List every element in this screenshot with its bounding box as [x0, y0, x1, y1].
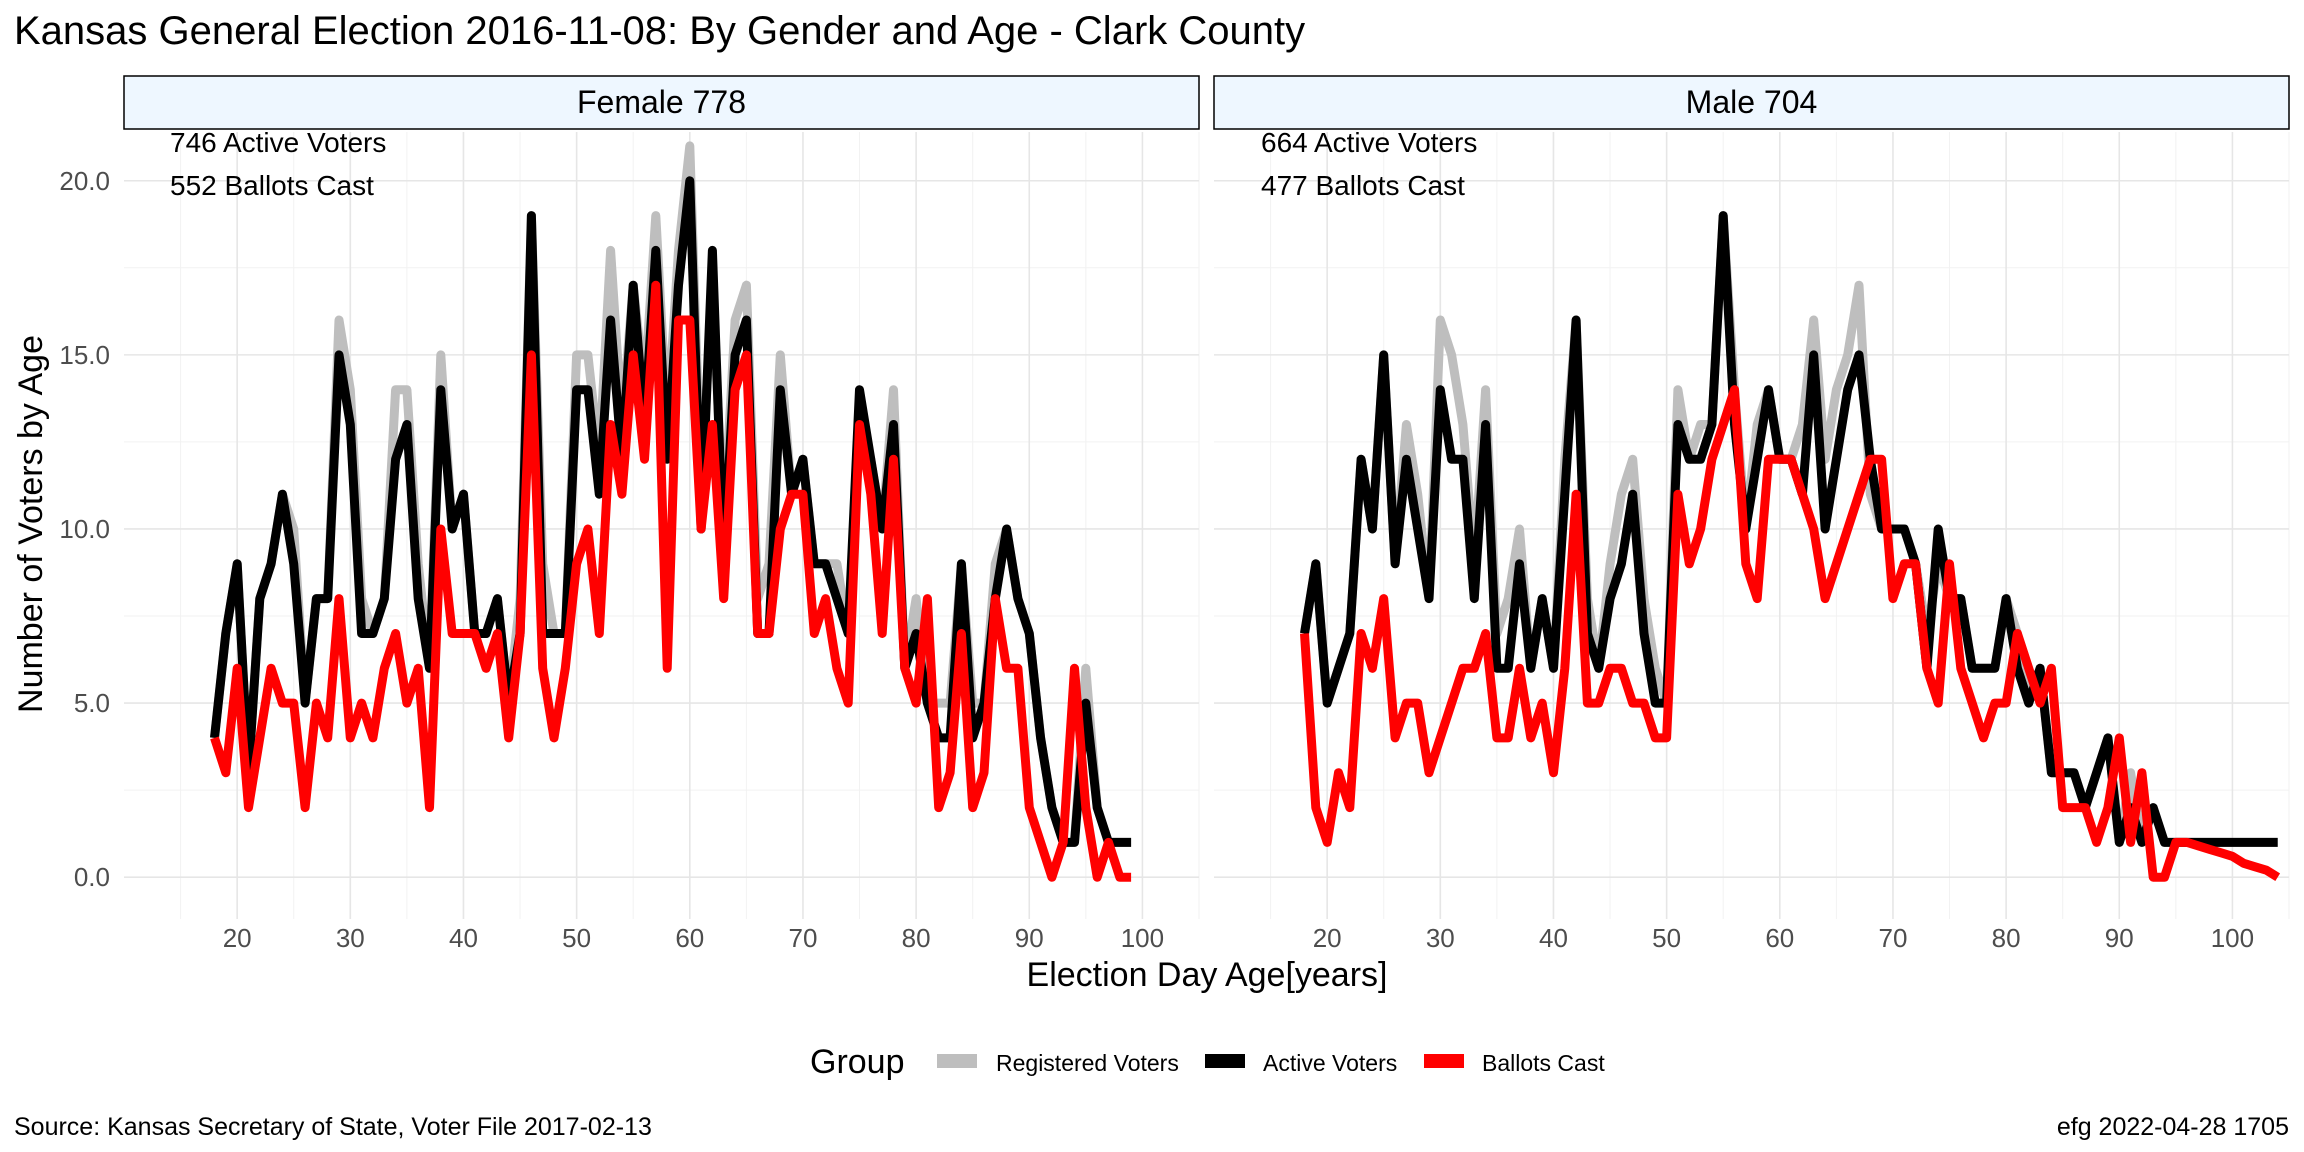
y-tick-label: 15.0 [59, 340, 110, 370]
panel-lines-female [210, 141, 1132, 882]
x-tick-label: 60 [675, 923, 704, 953]
x-tick-label: 40 [1539, 923, 1568, 953]
x-tick-label: 50 [1652, 923, 1681, 953]
x-tick-label: 80 [902, 923, 931, 953]
chart-title: Kansas General Election 2016-11-08: By G… [14, 9, 1305, 53]
x-tick-label: 30 [1426, 923, 1455, 953]
legend-title: Group [810, 1043, 905, 1081]
panel-grid-male [1214, 132, 2290, 919]
panel-strip-male [1213, 75, 2290, 130]
series-line-ballots-cast [210, 280, 1132, 882]
note-ballots-cast-male: 477 Ballots Cast [1261, 170, 1465, 201]
x-axis-label: Election Day Age[years] [1027, 956, 1388, 994]
source-caption: Source: Kansas Secretary of State, Voter… [14, 1113, 652, 1141]
x-tick-label: 40 [449, 923, 478, 953]
x-tick-label: 20 [223, 923, 252, 953]
panel-lines-male [1300, 211, 2281, 882]
legend-label-active-voters: Active Voters [1263, 1050, 1397, 1076]
legend: Group Registered Voters Active Voters Ba… [810, 1043, 1605, 1081]
note-ballots-cast-female: 552 Ballots Cast [170, 170, 374, 201]
y-tick-label: 5.0 [74, 688, 110, 718]
legend-label-registered-voters: Registered Voters [996, 1050, 1179, 1076]
y-axis-ticks: 0.0 5.0 10.0 15.0 20.0 [59, 166, 110, 892]
x-tick-label: 60 [1765, 923, 1794, 953]
x-tick-label: 100 [2211, 923, 2254, 953]
note-active-voters-male: 664 Active Voters [1261, 127, 1477, 158]
x-tick-label: 90 [2105, 923, 2134, 953]
x-tick-label: 70 [1878, 923, 1907, 953]
x-tick-label: 80 [1992, 923, 2021, 953]
note-active-voters-female: 746 Active Voters [170, 127, 386, 158]
series-line-ballots-cast [1300, 385, 2281, 882]
panel-male: Male 704 664 Active Voters 477 Ballots C… [1213, 75, 2290, 953]
x-tick-label: 90 [1015, 923, 1044, 953]
panel-female: Female 778 746 Active Voters 552 Ballots… [123, 75, 1200, 953]
x-tick-label: 50 [562, 923, 591, 953]
panel-label-female: Female 778 [577, 84, 746, 120]
panel-label-male: Male 704 [1686, 84, 1818, 120]
panel-strip-female [123, 75, 1200, 130]
y-axis-label: Number of Voters by Age [12, 335, 50, 713]
x-tick-label: 20 [1313, 923, 1342, 953]
y-tick-label: 20.0 [59, 166, 110, 196]
y-tick-label: 10.0 [59, 514, 110, 544]
x-tick-label: 100 [1121, 923, 1164, 953]
legend-label-ballots-cast: Ballots Cast [1482, 1050, 1605, 1076]
x-tick-label: 70 [788, 923, 817, 953]
x-tick-label: 30 [336, 923, 365, 953]
y-tick-label: 0.0 [74, 862, 110, 892]
timestamp-caption: efg 2022-04-28 1705 [2057, 1113, 2289, 1141]
